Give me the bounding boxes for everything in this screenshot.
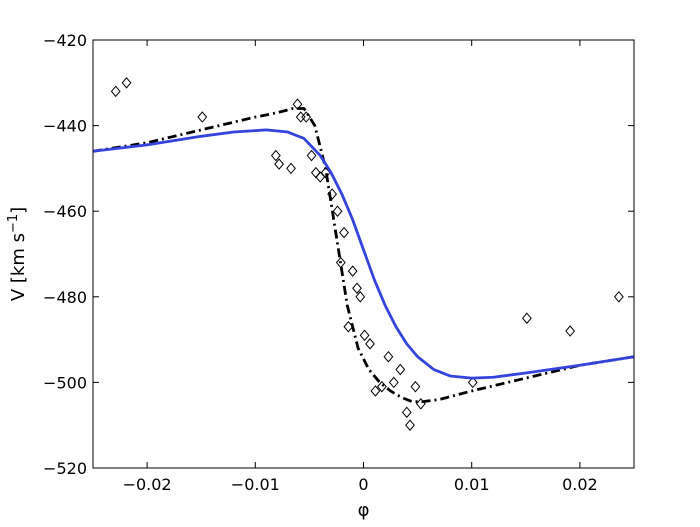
data-point [301,111,312,123]
data-point [121,77,132,89]
data-point [310,166,321,179]
data-point [401,406,412,419]
data-point [332,205,343,217]
data-point [274,158,285,170]
y-tick-label: −480 [43,288,87,307]
data-point [383,350,394,363]
y-axis-title-close: ] [8,207,29,214]
data-point [347,265,358,277]
data-point [197,111,208,123]
plot-layer [93,77,634,431]
data-point [613,291,624,303]
data-point [352,282,362,295]
x-tick-label: −0.02 [123,475,172,494]
data-point [359,329,370,342]
data-point [565,325,576,337]
data-point [467,376,478,389]
data-point [395,363,406,376]
data-point [388,376,399,389]
data-point [306,149,317,162]
data-point [365,338,375,350]
data-point [339,226,349,239]
data-point [110,85,121,98]
solid-model-line [93,128,634,380]
x-tick-label: 0 [358,475,368,494]
x-tick-label: 0.02 [562,475,598,494]
data-point [405,419,415,431]
y-axis-title-main: V [km s [8,233,29,301]
y-tick-label: −440 [43,117,87,136]
y-tick-label: −420 [43,31,87,50]
data-point [286,162,296,175]
y-axis-title-sup: −1 [6,214,21,233]
x-tick-label: −0.01 [231,475,280,494]
data-point [410,380,421,393]
data-point [270,149,281,162]
y-tick-label: −520 [43,459,87,478]
x-axis-title: φ [358,500,370,521]
data-point [376,380,387,393]
ticks-layer: −0.02 −0.01 0 0.01 0.02 −520 −500 −480 −460 −440 −… [43,31,634,494]
dash-dot-model-line [93,107,634,404]
y-tick-label: −460 [43,202,87,221]
y-tick-label: −500 [43,373,87,392]
x-tick-label: 0.01 [454,475,490,494]
data-point [370,385,381,397]
data-point [355,291,366,303]
data-point [521,312,532,324]
y-axis-title: V [km s−1] [6,207,29,301]
